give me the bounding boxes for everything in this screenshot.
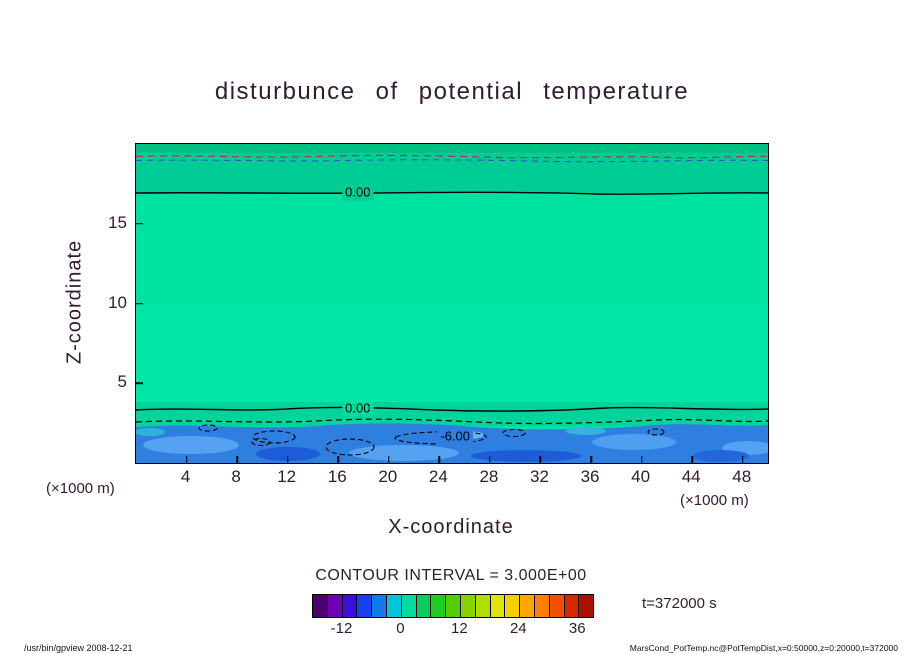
colorbar-tick-label: -12 (330, 620, 353, 637)
x-tick-mark (741, 456, 744, 463)
colorbar-cell (548, 595, 564, 617)
colorbar-cell (519, 595, 534, 617)
colorbar-cell (371, 595, 386, 617)
contour-label: -6.00 (437, 429, 473, 445)
plot-title: disturbunce of potential temperature (214, 78, 690, 105)
y-tick-label: 15 (108, 212, 127, 232)
y-tick-label: 10 (108, 292, 127, 312)
y-axis-tick-labels: 5 10 15 (0, 143, 127, 462)
x-tick-label: 12 (277, 467, 297, 486)
x-tick-label: 8 (231, 467, 241, 486)
colorbar-cell (400, 595, 416, 617)
x-tick-mark (185, 456, 188, 463)
x-tick-mark (236, 456, 238, 463)
x-tick-label: 32 (530, 467, 549, 486)
x-tick-label: 16 (327, 467, 347, 486)
colorbar-cell (563, 595, 579, 617)
colorbar-tick-label: 36 (568, 620, 586, 637)
colorbar-tick-label: 0 (396, 620, 405, 637)
x-tick-mark (691, 456, 693, 463)
colorbar-cell (445, 595, 460, 617)
x-tick-label: 36 (580, 467, 600, 486)
colorbar-cell (578, 595, 594, 617)
colorbar-tick-label: 24 (509, 620, 527, 637)
x-tick-label: 40 (631, 467, 651, 486)
x-tick-mark (539, 456, 542, 463)
colorbar-tick-label: 12 (451, 620, 468, 637)
y-tick-mark (136, 302, 143, 305)
x-axis-unit-left: (×1000 m) (46, 480, 115, 497)
x-tick-label: 24 (428, 467, 448, 486)
colorbar (312, 594, 594, 618)
time-annotation: t=372000 s (642, 595, 717, 612)
x-tick-label: 44 (681, 467, 701, 486)
x-tick-mark (489, 456, 491, 463)
x-tick-mark (590, 456, 592, 463)
colorbar-cell (415, 595, 431, 617)
colorbar-cell (326, 595, 342, 617)
x-tick-label: 48 (732, 467, 752, 486)
colorbar-cell (341, 595, 357, 617)
y-tick-mark (136, 223, 143, 225)
footer-source: MarsCond_PotTemp.nc@PotTempDist,x=0:5000… (629, 643, 898, 653)
x-tick-label: 28 (479, 467, 499, 486)
y-tick-mark (136, 382, 143, 384)
y-tick-label: 5 (117, 372, 127, 392)
x-axis-tick-labels: 4 8 12 16 20 24 28 32 36 40 44 48 (135, 467, 767, 489)
x-tick-mark (286, 456, 289, 463)
colorbar-cell (356, 595, 372, 617)
colorbar-cell (459, 595, 475, 617)
colorbar-cell (430, 595, 446, 617)
contour-label: 0.00 (342, 401, 374, 417)
y-axis-title: Z-coordinate (63, 239, 86, 365)
colorbar-cell (533, 595, 549, 617)
colorbar-cell (504, 595, 520, 617)
contour-line-labels: 0.00 0.00 -6.00 (136, 144, 768, 463)
colorbar-cell (474, 595, 490, 617)
colorbar-tick-labels: -12 0 12 24 36 (312, 620, 592, 638)
contour-label: 0.00 (342, 185, 374, 201)
colorbar-cell (489, 595, 505, 617)
x-tick-mark (438, 456, 441, 463)
contour-plot: 0.00 0.00 -6.00 (135, 143, 769, 464)
contour-interval-text: CONTOUR INTERVAL = 3.000E+00 (315, 567, 587, 584)
x-tick-mark (640, 456, 643, 463)
x-tick-label: 4 (180, 467, 191, 486)
colorbar-cell (385, 595, 401, 617)
x-axis-unit-right: (×1000 m) (680, 492, 749, 509)
x-tick-mark (388, 456, 390, 463)
x-axis-title: X-coordinate (388, 516, 514, 538)
colorbar-cell (313, 595, 327, 617)
x-tick-mark (337, 456, 339, 463)
x-tick-label: 20 (378, 467, 398, 486)
footer-command: /usr/bin/gpview 2008-12-21 (24, 643, 133, 653)
